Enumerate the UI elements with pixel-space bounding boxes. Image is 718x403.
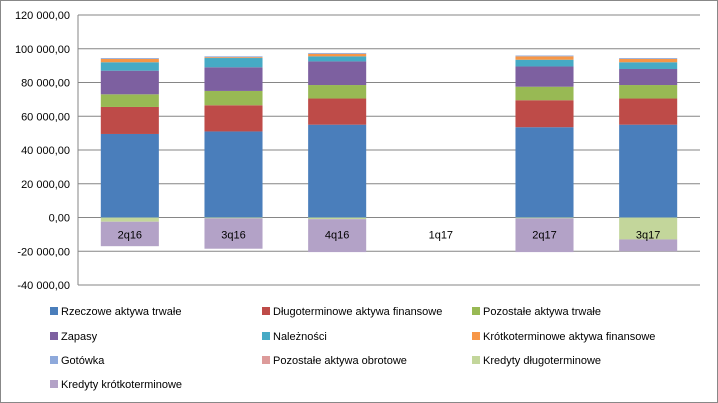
legend-swatch (50, 307, 58, 315)
bar-segment (100, 94, 159, 107)
y-tick-label: 0,00 (49, 213, 70, 225)
bar-segment (619, 98, 678, 125)
bar-segment (619, 62, 678, 69)
bar-segment (619, 239, 678, 252)
bar-segment (308, 61, 367, 86)
legend-swatch (262, 356, 270, 364)
bar-segment (204, 217, 263, 219)
legend-swatch (472, 356, 480, 364)
bar-segment (619, 69, 678, 86)
legend-swatch (262, 332, 270, 340)
legend-swatch (50, 380, 58, 388)
bar-segment (100, 133, 159, 218)
bar-segment (204, 90, 263, 106)
bar-segment (515, 127, 574, 218)
bar-segment (100, 62, 159, 71)
legend-label: Należności (273, 331, 327, 343)
bar-segment (100, 106, 159, 134)
y-tick-label: 40 000,00 (21, 145, 70, 157)
legend-label: Rzeczowe aktywa trwałe (61, 306, 181, 318)
legend-label: Krótkoterminowe aktywa finansowe (483, 331, 655, 343)
legend-swatch (472, 307, 480, 315)
bar-segment (619, 58, 678, 63)
bar-segment (100, 70, 159, 95)
legend-label: Kredyty krótkoterminowe (61, 379, 182, 391)
bar-segment (204, 57, 263, 59)
legend-label: Długoterminowe aktywa finansowe (273, 306, 442, 318)
bar-segment (619, 217, 678, 240)
bar-segment (100, 221, 159, 247)
bar-segment (515, 218, 574, 253)
y-tick-label: 120 000,00 (15, 10, 70, 22)
legend-label: Pozostałe aktywa obrotowe (273, 355, 407, 367)
y-tick-label: 60 000,00 (21, 111, 70, 123)
bar-segment (204, 67, 263, 91)
category-label: 3q17 (636, 229, 660, 241)
legend-swatch (50, 332, 58, 340)
bar-segment (515, 86, 574, 101)
legend-label: Kredyty długoterminowe (483, 355, 601, 367)
category-label: 2q17 (532, 229, 556, 241)
bar-segment (515, 217, 574, 219)
bar-segment (204, 56, 263, 58)
category-label: 1q17 (429, 229, 453, 241)
bar-segment (100, 58, 159, 59)
bar-segment (204, 131, 263, 218)
bar-segment (308, 53, 367, 57)
bar-segment (515, 59, 574, 67)
y-tick-label: -40 000,00 (17, 280, 70, 292)
bar-segment (204, 58, 263, 68)
y-tick-label: 20 000,00 (21, 179, 70, 191)
bar-segment (308, 56, 367, 62)
bar-segment (619, 58, 678, 59)
legend-swatch (262, 307, 270, 315)
y-tick-label: -20 000,00 (17, 246, 70, 258)
category-label: 4q16 (325, 229, 349, 241)
bar-segment (308, 52, 367, 54)
legend-label: Zapasy (61, 331, 98, 343)
bar-segment (619, 124, 678, 218)
legend-label: Pozostałe aktywa trwałe (483, 306, 601, 318)
bar-segment (308, 217, 367, 220)
bar-segment (515, 100, 574, 128)
legend-swatch (50, 356, 58, 364)
bar-segment (515, 66, 574, 87)
bar-segment (308, 219, 367, 253)
bar-segment (515, 55, 574, 57)
category-label: 2q16 (118, 229, 142, 241)
bar-segment (308, 85, 367, 99)
bar-segment (100, 217, 159, 222)
bar-segment (100, 58, 159, 63)
bar-segment (619, 85, 678, 99)
legend-label: Gotówka (61, 355, 105, 367)
y-tick-label: 100 000,00 (15, 44, 70, 56)
y-tick-label: 80 000,00 (21, 78, 70, 90)
bar-segment (204, 105, 263, 132)
bar-segment (515, 56, 574, 60)
bar-segment (308, 124, 367, 218)
legend-swatch (472, 332, 480, 340)
bar-segment (204, 218, 263, 249)
bar-segment (308, 98, 367, 125)
category-label: 3q16 (221, 229, 245, 241)
